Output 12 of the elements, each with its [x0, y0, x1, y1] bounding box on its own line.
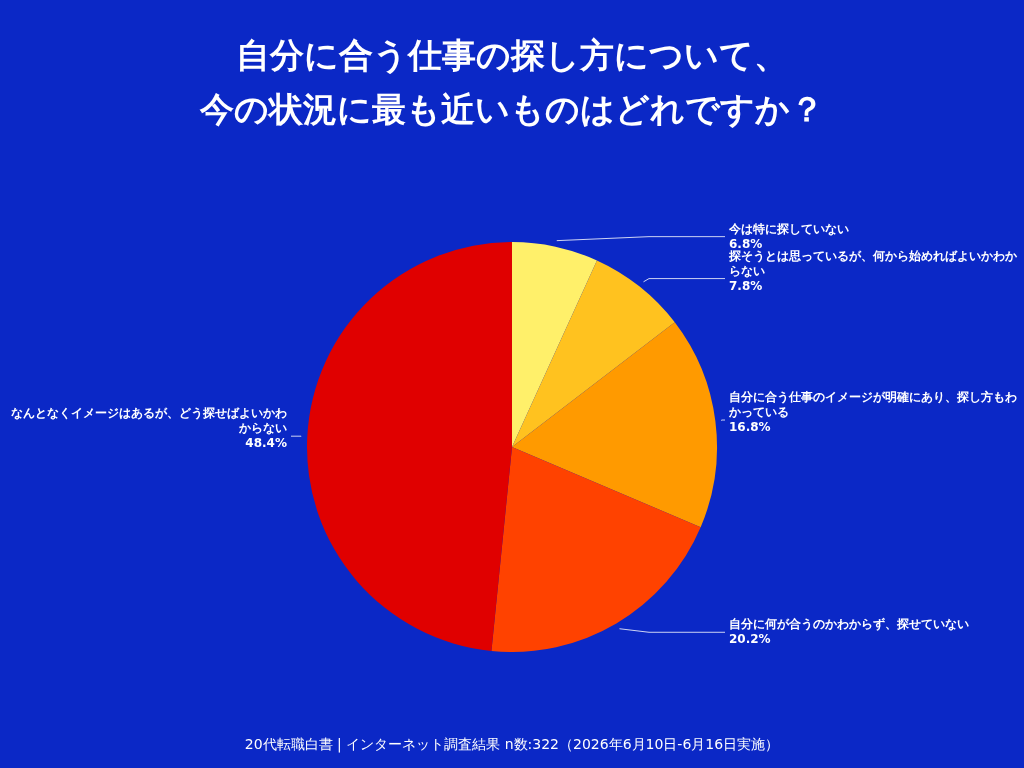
slice-label: 今は特に探していない	[728, 221, 849, 236]
chart-title: 自分に合う仕事の探し方について、今の状況に最も近いものはどれですか？	[199, 34, 825, 131]
data-label: 16.8%	[729, 420, 771, 435]
data-label: 20.2%	[729, 632, 771, 647]
text: 20代転職白書 | インターネット調査結果 n数:322（2026年6月10日-6月16日実施）	[243, 736, 781, 754]
slice-label: 探そうとは思っているが、何から始めればよいかわからない	[728, 248, 1018, 278]
data-label: 7.8%	[729, 278, 763, 293]
slice-label: 自分に合う仕事のイメージが明確にあり、探し方もわかっている	[728, 390, 1017, 420]
data-label: 6.8%	[729, 236, 763, 251]
data-label: 48.4%	[245, 436, 287, 451]
slice-label: 自分に何が合うのかわからず、探せていない	[729, 617, 969, 632]
slice-label: なんとなくイメージはあるが、どう探せばよいかわからない	[11, 406, 287, 436]
